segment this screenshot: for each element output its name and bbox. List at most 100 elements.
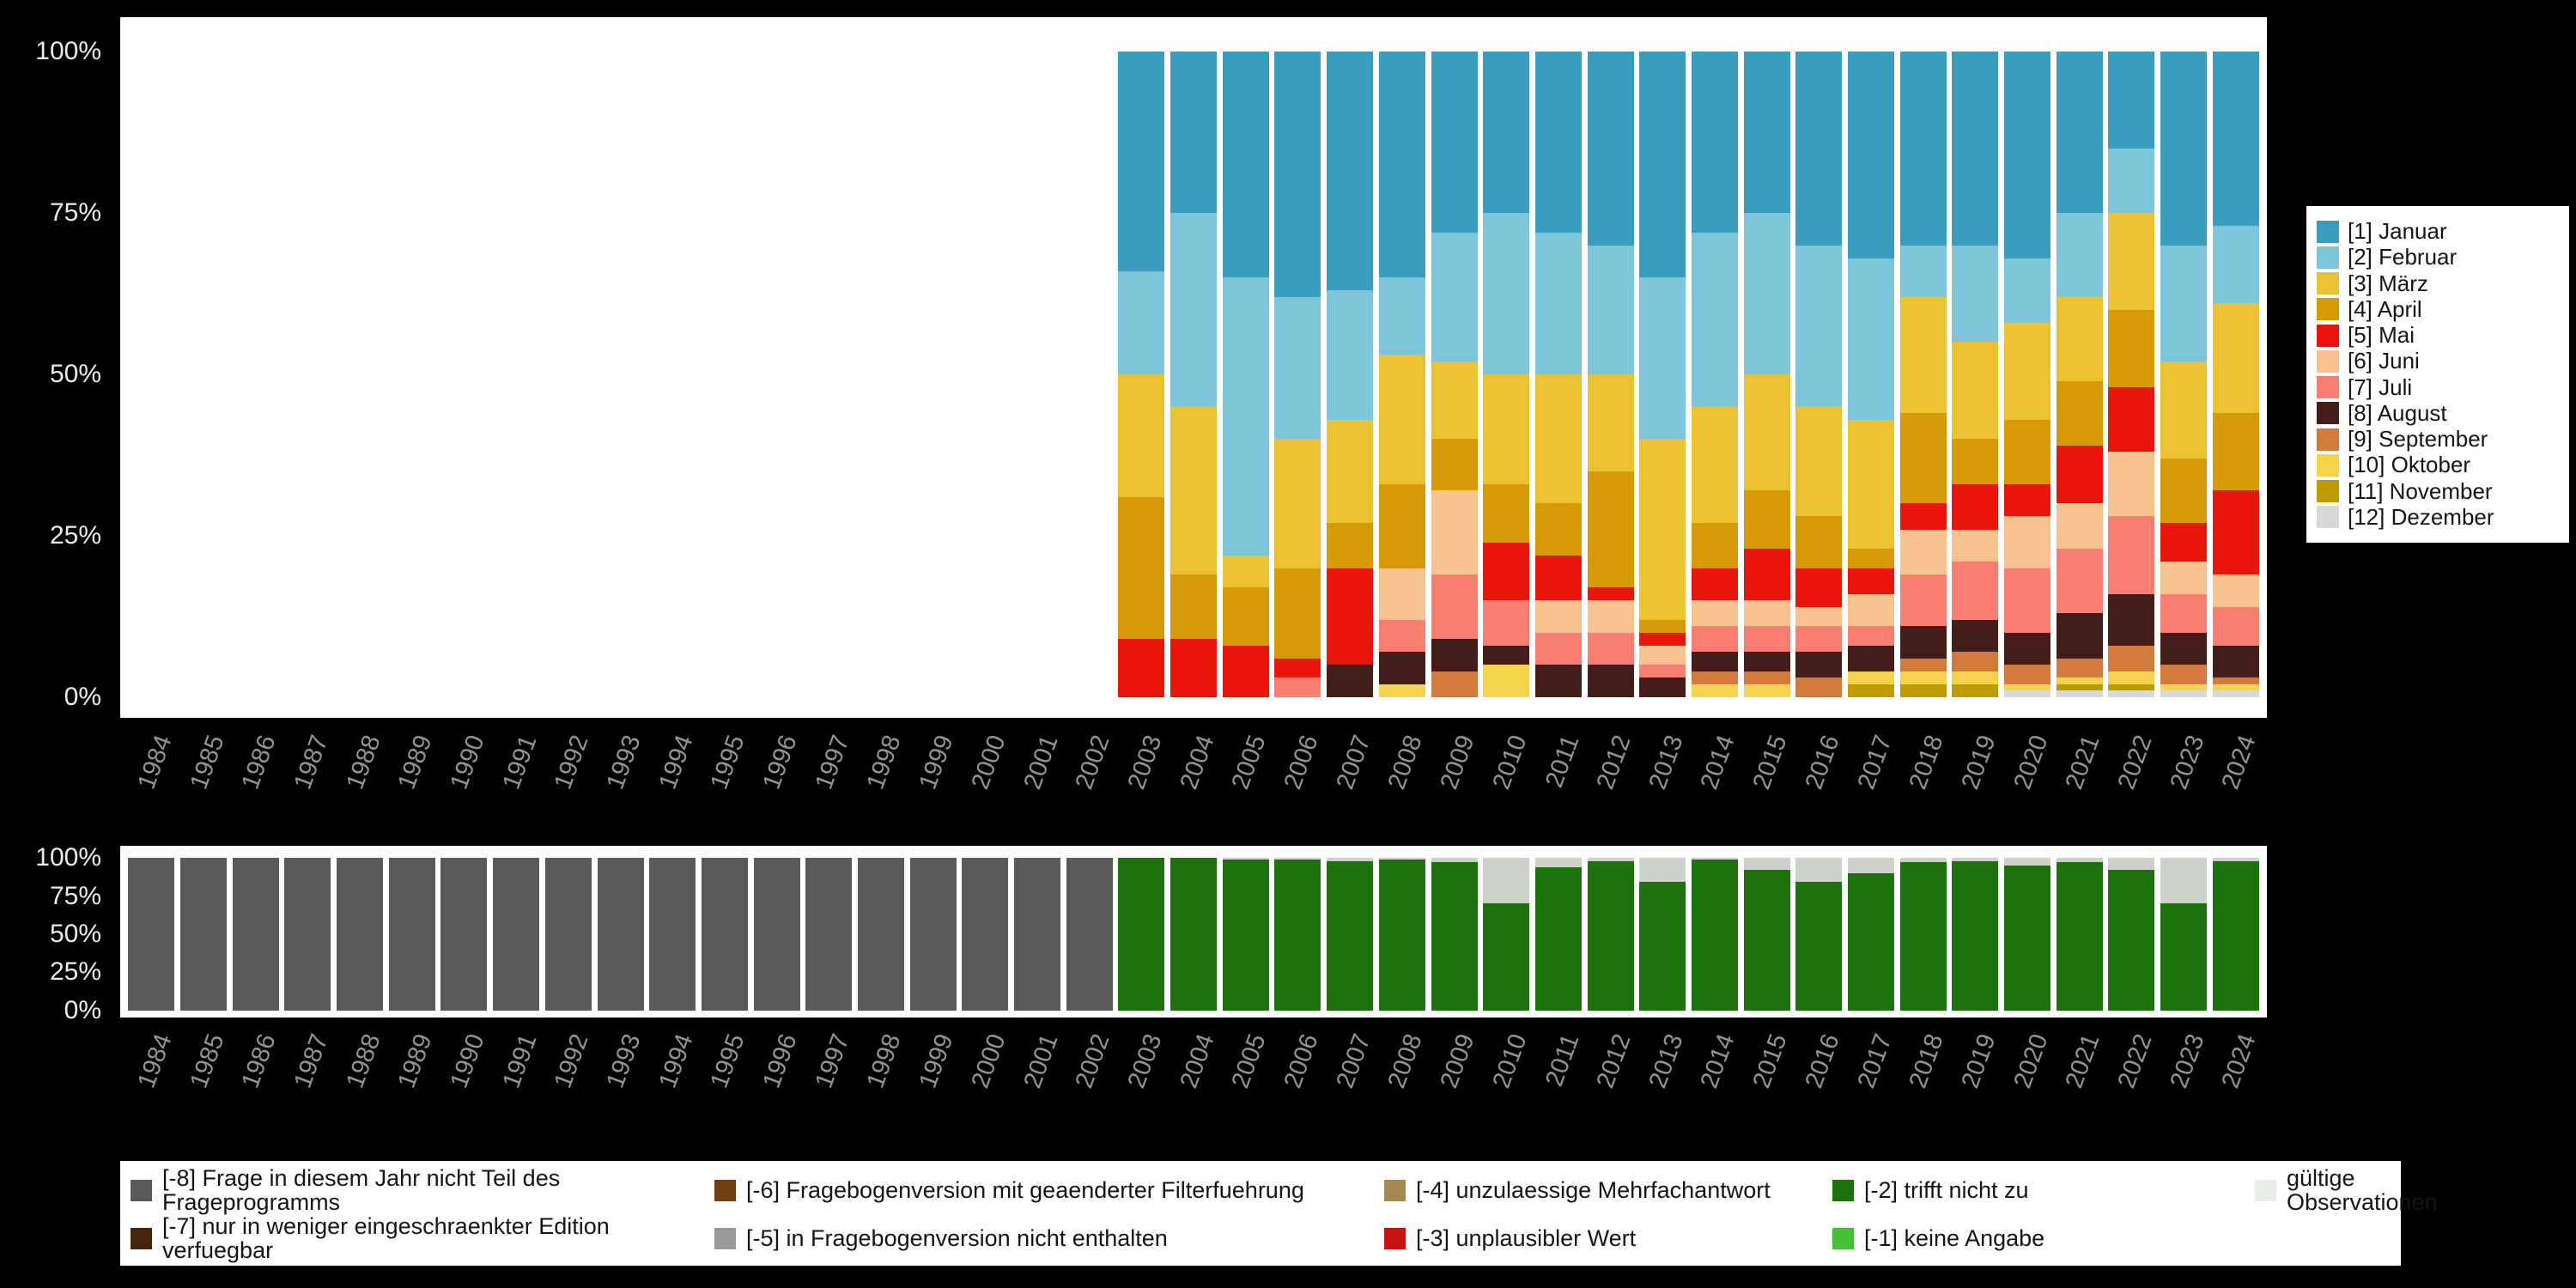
- stacked-bar-2001: [1014, 858, 1060, 1011]
- bar-segment: [337, 858, 383, 1011]
- bar-segment: [1588, 52, 1634, 246]
- x-tick: 2003: [1115, 723, 1168, 852]
- legend-label: [-7] nur in weniger eingeschraenkter Edi…: [162, 1214, 714, 1262]
- bar-segment: [1327, 420, 1373, 523]
- bar-segment: [1588, 471, 1634, 587]
- bar-segment: [2057, 213, 2103, 297]
- x-tick-label: 2003: [1122, 1030, 1168, 1092]
- legend-item: [-4] unzulaessige Mehrfachantwort: [1384, 1178, 1832, 1202]
- x-tick-label: 2015: [1748, 732, 1794, 793]
- x-tick-label: 2020: [2008, 1030, 2054, 1092]
- stacked-bar-1997: [805, 858, 852, 1011]
- bar-segment: [1639, 858, 1686, 882]
- x-tick-label: 2022: [2112, 732, 2158, 793]
- stacked-bar-2009: [1431, 52, 1478, 697]
- bar-segment: [754, 858, 800, 1011]
- stacked-bar-2015: [1744, 52, 1790, 697]
- x-tick: 2012: [1584, 1022, 1637, 1151]
- bar-segment: [1639, 620, 1686, 633]
- x-tick: 2005: [1219, 723, 1272, 852]
- bar-segment: [1431, 490, 1478, 574]
- bar-slot-1996: [750, 858, 803, 1011]
- bar-segment: [1744, 600, 1790, 626]
- x-tick: 1991: [490, 723, 543, 852]
- bar-segment: [1900, 503, 1947, 529]
- bar-slot-1986: [229, 858, 282, 1011]
- x-tick-label: 1993: [601, 1030, 647, 1092]
- bar-segment: [2004, 420, 2050, 484]
- x-tick: 1984: [125, 1022, 178, 1151]
- bar-segment: [2108, 52, 2154, 149]
- stacked-bar-2009: [1431, 858, 1478, 1011]
- bar-segment: [1692, 568, 1738, 601]
- stacked-bar-1988: [337, 52, 383, 697]
- bar-segment: [2160, 562, 2207, 594]
- x-tick-label: 1984: [132, 732, 178, 793]
- bar-segment: [2108, 452, 2154, 516]
- bar-segment: [805, 858, 852, 1011]
- bar-segment: [1379, 568, 1425, 620]
- bar-segment: [2004, 323, 2050, 420]
- stacked-bar-2016: [1795, 858, 1842, 1011]
- x-tick-label: 1999: [914, 732, 960, 793]
- x-tick-label: 2008: [1383, 1030, 1429, 1092]
- bottom-chart-x-axis: 1984198519861987198819891990199119921993…: [125, 1022, 2262, 1151]
- x-tick-label: 1991: [497, 1030, 543, 1092]
- bar-segment: [2004, 568, 2050, 633]
- x-tick: 1995: [699, 723, 751, 852]
- x-tick: 1994: [647, 1022, 699, 1151]
- legend-swatch: [2317, 246, 2339, 269]
- legend-item: [5] Mai: [2317, 324, 2559, 347]
- stacked-bar-2011: [1535, 858, 1582, 1011]
- stacked-bar-1996: [754, 858, 800, 1011]
- x-tick: 2004: [1168, 723, 1220, 852]
- bar-segment: [1900, 413, 1947, 503]
- bar-segment: [2213, 684, 2259, 691]
- x-tick: 2016: [1793, 1022, 1845, 1151]
- bar-segment: [1952, 861, 1998, 1011]
- bar-segment: [1379, 684, 1425, 697]
- missing-values-legend: [-8] Frage in diesem Jahr nicht Teil des…: [120, 1161, 2401, 1266]
- x-tick: 1995: [699, 1022, 751, 1151]
- bar-segment: [1588, 861, 1634, 1011]
- x-tick: 1988: [334, 1022, 386, 1151]
- legend-swatch: [2317, 221, 2339, 243]
- legend-label: [-4] unzulaessige Mehrfachantwort: [1416, 1178, 1771, 1202]
- bar-segment: [2213, 861, 2259, 1011]
- x-tick: 1997: [803, 1022, 855, 1151]
- bar-segment: [1952, 342, 1998, 439]
- x-tick: 1998: [855, 1022, 908, 1151]
- x-tick: 2006: [1272, 723, 1324, 852]
- bar-segment: [1639, 677, 1686, 697]
- bar-slot-2016: [1793, 858, 1845, 1011]
- bar-slot-1984: [125, 858, 178, 1011]
- x-tick: 2019: [1949, 1022, 2002, 1151]
- x-tick-label: 1992: [550, 1030, 595, 1092]
- bar-segment: [389, 858, 435, 1011]
- stacked-bar-1994: [649, 858, 696, 1011]
- bar-slot-1987: [282, 858, 334, 1011]
- x-tick-label: 1995: [706, 1030, 751, 1092]
- bar-slot-2005: [1219, 858, 1272, 1011]
- x-tick: 1990: [438, 723, 490, 852]
- x-tick-label: 2009: [1435, 1030, 1480, 1092]
- x-tick-label: 1990: [445, 732, 490, 793]
- bar-slot-2000: [959, 52, 1012, 697]
- bar-slot-2010: [1480, 52, 1533, 697]
- stacked-bar-2012: [1588, 52, 1634, 697]
- bar-slot-2017: [1845, 52, 1898, 697]
- stacked-bar-2024: [2213, 52, 2259, 697]
- bar-segment: [1952, 671, 1998, 684]
- bar-segment: [2160, 459, 2207, 523]
- x-tick: 2012: [1584, 723, 1637, 852]
- legend-swatch: [2317, 272, 2339, 295]
- y-tick-label: 75%: [5, 884, 101, 909]
- bar-segment: [1848, 873, 1894, 1011]
- x-tick: 2020: [2002, 723, 2054, 852]
- x-tick: 1991: [490, 1022, 543, 1151]
- bar-segment: [2213, 690, 2259, 697]
- x-tick: 1986: [229, 1022, 282, 1151]
- bar-segment: [1588, 665, 1634, 697]
- bar-slot-1985: [178, 52, 230, 697]
- bar-slot-2021: [2053, 858, 2105, 1011]
